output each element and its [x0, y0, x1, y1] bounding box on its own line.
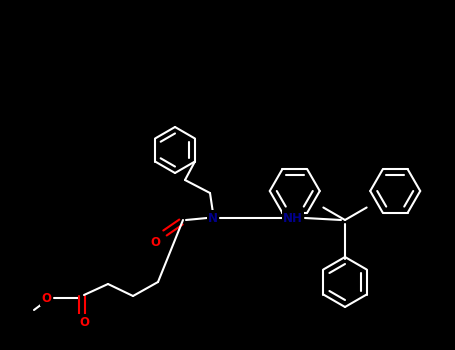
Text: N: N: [208, 211, 218, 224]
Text: NH: NH: [283, 211, 303, 224]
Text: O: O: [41, 292, 51, 304]
Text: O: O: [150, 237, 160, 250]
Text: O: O: [79, 315, 89, 329]
